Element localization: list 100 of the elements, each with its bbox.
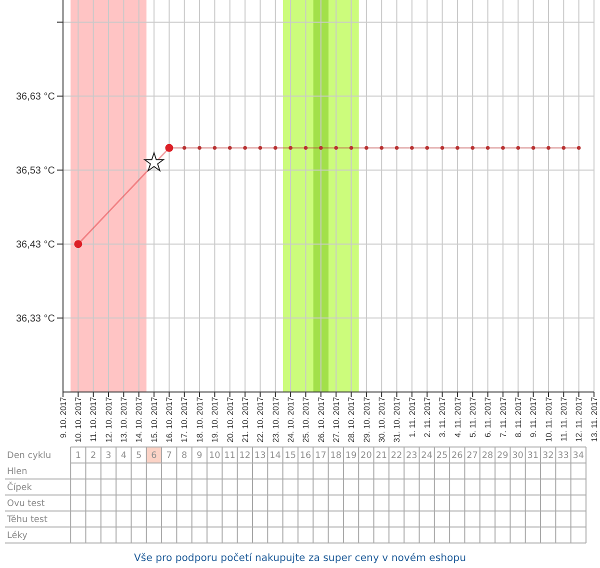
point xyxy=(576,146,581,150)
x-tick-label: 10. 11. 2017 xyxy=(544,396,554,442)
category-label: Hlen xyxy=(7,467,28,478)
point xyxy=(516,146,520,150)
x2-tick-label: 20 xyxy=(360,451,372,462)
x2-tick-label: 4 xyxy=(120,451,127,462)
x2-tick-label: 8 xyxy=(181,451,188,462)
x2-tick-label: 16 xyxy=(300,451,312,462)
x-tick-label: 4. 11. 2017 xyxy=(453,396,462,438)
x-tick-label: 13. 11. 2017 xyxy=(590,396,599,442)
y-tick-label: 36,43 °C xyxy=(16,240,55,251)
x2-tick-label: 11 xyxy=(224,451,236,462)
point xyxy=(380,146,384,150)
x-tick-label: 25. 10. 2017 xyxy=(302,396,311,443)
point xyxy=(546,146,550,150)
x2-tick-label: 33 xyxy=(558,451,569,462)
point xyxy=(364,146,368,150)
point xyxy=(243,146,247,150)
point xyxy=(531,146,536,150)
x2-tick-label: 6 xyxy=(151,451,158,462)
x2-tick-label: 1 xyxy=(75,451,82,462)
point xyxy=(274,146,278,150)
x2-tick-label: 9 xyxy=(196,451,203,462)
point xyxy=(144,152,164,172)
x-tick-label: 9. 10. 2017 xyxy=(58,396,68,438)
text: Vše pro podporu početí nakupujte za super ceny v novém eshopu xyxy=(134,552,466,564)
x2-tick-label: 24 xyxy=(421,451,433,462)
y-tick-label: 36,53 °C xyxy=(16,166,55,177)
category-label: Léky xyxy=(7,531,28,542)
x-tick-label: 14. 10. 2017 xyxy=(134,396,144,443)
x2-tick-label: 34 xyxy=(572,451,584,462)
x2-tick-label: 13 xyxy=(254,451,266,462)
x2-tick-label: 23 xyxy=(406,451,418,462)
x2-tick-label: 32 xyxy=(542,451,554,462)
point xyxy=(198,146,202,150)
x-tick-label: 12. 10. 2017 xyxy=(104,396,114,443)
x2-tick-label: 5 xyxy=(136,451,142,462)
point xyxy=(470,146,475,150)
x2-tick-label: 22 xyxy=(390,451,402,462)
point xyxy=(319,146,323,150)
point xyxy=(425,146,430,150)
x-tick-label: 15. 10. 2017 xyxy=(150,396,159,443)
point xyxy=(410,146,414,150)
y-tick-label: 36,33 °C xyxy=(16,314,55,325)
x2-tick-label: 12 xyxy=(239,451,251,462)
x2-tick-label: 14 xyxy=(270,451,282,462)
y-tick-label: 36,63 °C xyxy=(16,92,55,103)
point xyxy=(349,146,354,150)
point xyxy=(456,146,460,150)
x-tick-label: 13. 10. 2017 xyxy=(120,396,129,443)
x-tick-label: 6. 11. 2017 xyxy=(484,396,493,438)
x2-tick-label: 15 xyxy=(284,451,296,462)
point xyxy=(486,146,490,150)
point xyxy=(288,146,292,150)
x-tick-label: 5. 11. 2017 xyxy=(468,396,478,438)
x-tick-label: 18. 10. 2017 xyxy=(195,396,204,443)
x2-tick-label: 7 xyxy=(166,451,172,462)
point xyxy=(440,146,444,150)
x-tick-label: 26. 10. 2017 xyxy=(316,396,326,443)
x-tick-label: 29. 10. 2017 xyxy=(362,396,372,443)
x2-tick-label: 25 xyxy=(436,451,448,462)
x2-tick-label: 27 xyxy=(466,451,478,462)
x2-tick-label: 31 xyxy=(527,451,539,462)
x-tick-label: 30. 10. 2017 xyxy=(377,396,386,443)
point xyxy=(258,146,262,150)
point xyxy=(74,240,82,248)
x2-tick-label: 19 xyxy=(345,451,358,462)
x-tick-label: 27. 10. 2017 xyxy=(332,396,341,443)
x2-tick-label: 10 xyxy=(208,451,221,462)
x-tick-label: 16. 10. 2017 xyxy=(165,396,174,443)
point xyxy=(182,146,186,150)
point xyxy=(228,146,232,150)
x-tick-label: 21. 10. 2017 xyxy=(240,396,250,443)
x-tick-label: 11. 11. 2017 xyxy=(560,396,569,442)
x-tick-label: 3. 11. 2017 xyxy=(438,396,448,438)
x2-tick-label: 28 xyxy=(482,451,494,462)
category-label: Těhu test xyxy=(7,515,48,526)
point xyxy=(562,146,566,150)
point xyxy=(394,146,399,150)
point xyxy=(212,146,217,150)
point xyxy=(304,146,308,150)
x-tick-label: 22. 10. 2017 xyxy=(256,396,266,443)
x2-tick-label: 30 xyxy=(512,451,524,462)
x-tick-label: 10. 10. 2017 xyxy=(74,396,84,443)
x-tick-label: 20. 10. 2017 xyxy=(226,396,235,443)
x2-tick-label: 21 xyxy=(376,451,388,462)
x-tick-label: 17. 10. 2017 xyxy=(180,396,190,443)
point xyxy=(334,146,338,150)
x-tick-label: 1. 11. 2017 xyxy=(408,396,417,438)
x-tick-label: 12. 11. 2017 xyxy=(574,396,584,442)
point xyxy=(501,146,505,150)
point xyxy=(165,144,174,152)
x-tick-label: 31. 10. 2017 xyxy=(392,396,402,443)
x2-tick-label: 17 xyxy=(315,451,326,462)
x-tick-label: 23. 10. 2017 xyxy=(271,396,280,443)
category-label: Čípek xyxy=(7,483,32,494)
x-tick-label: 9. 11. 2017 xyxy=(529,396,538,438)
x2-tick-label: 2 xyxy=(90,451,96,462)
category-label: Ovu test xyxy=(7,499,45,510)
x-tick-label: 7. 11. 2017 xyxy=(498,396,508,438)
